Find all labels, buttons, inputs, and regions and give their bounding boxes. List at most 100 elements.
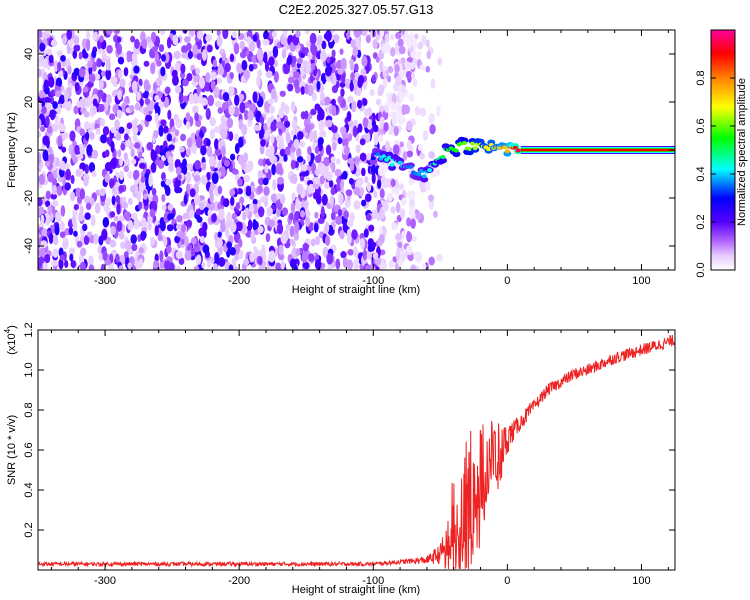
heatmap-cell <box>378 134 383 143</box>
heatmap-cell <box>410 72 416 79</box>
heatmap-cell <box>424 179 431 191</box>
heatmap-cell <box>355 167 361 177</box>
heatmap-cell <box>296 183 304 195</box>
heatmap-cell <box>228 264 234 270</box>
heatmap-cell <box>104 258 111 266</box>
heatmap-cell <box>313 222 319 233</box>
heatmap-cell <box>200 174 208 185</box>
heatmap-cell <box>233 106 240 117</box>
heatmap-cell <box>196 30 203 40</box>
heatmap-cell <box>134 102 140 111</box>
heatmap-cell <box>275 121 283 129</box>
heatmap-cell <box>349 63 355 71</box>
heatmap-cell <box>87 60 94 68</box>
heatmap-cell <box>405 70 413 79</box>
heatmap-cell <box>201 161 207 171</box>
heatmap-cell <box>228 85 235 97</box>
heatmap-cell <box>174 129 180 137</box>
heatmap-cell <box>246 36 252 45</box>
heatmap-cell <box>276 222 284 235</box>
heatmap-cell <box>84 212 91 220</box>
heatmap-cell <box>229 53 235 63</box>
heatmap-cell <box>243 166 249 174</box>
heatmap-cell <box>146 141 154 151</box>
heatmap-cell <box>365 213 372 221</box>
heatmap-cell <box>428 151 436 159</box>
heatmap-cell <box>361 199 367 207</box>
heatmap-cell <box>304 30 310 35</box>
heatmap-cell <box>221 52 227 61</box>
heatmap-cell <box>265 148 271 157</box>
heatmap-cell <box>74 81 80 92</box>
heatmap-cell <box>319 99 326 107</box>
heatmap-cell <box>200 145 207 156</box>
heatmap-cell <box>48 232 54 245</box>
heatmap-cell <box>56 50 63 57</box>
heatmap-cell <box>297 130 304 140</box>
heatmap-cell <box>207 94 215 107</box>
heatmap-cell <box>211 213 217 223</box>
heatmap-cell <box>274 262 282 270</box>
heatmap-cell <box>373 190 378 198</box>
heatmap-cell <box>357 123 363 133</box>
heatmap-cell <box>192 44 198 55</box>
heatmap-cell <box>207 209 212 218</box>
heatmap-signal-cell <box>419 169 425 174</box>
heatmap-cell <box>390 178 396 187</box>
heatmap-cell <box>309 32 317 45</box>
heatmap-cell <box>220 166 226 177</box>
heatmap-cell <box>86 144 93 157</box>
heatmap-cell <box>206 44 213 53</box>
heatmap-cell <box>264 61 270 72</box>
heatmap-cell <box>73 44 81 52</box>
heatmap-cell <box>353 187 361 196</box>
heatmap-cell <box>123 165 130 173</box>
heatmap-cell <box>310 63 316 71</box>
heatmap-cell <box>88 264 95 270</box>
heatmap-cell <box>318 108 325 121</box>
heatmap-cell <box>279 148 286 157</box>
heatmap-cell <box>335 215 343 225</box>
heatmap-signal-cell <box>453 148 459 153</box>
heatmap-cell <box>413 251 419 260</box>
heatmap-cell <box>320 72 327 85</box>
heatmap-cell <box>220 145 226 157</box>
heatmap-cell <box>40 214 45 225</box>
heatmap-cell <box>410 218 416 229</box>
heatmap-cell <box>371 74 376 83</box>
heatmap-cell <box>268 56 275 67</box>
heatmap-cell <box>280 232 288 245</box>
heatmap-cell <box>156 59 162 67</box>
heatmap-cell <box>285 131 291 144</box>
heatmap-cell <box>115 195 121 203</box>
y-tick-label: 40 <box>23 48 35 60</box>
heatmap-cell <box>319 164 326 176</box>
heatmap-cell <box>340 57 347 70</box>
heatmap-cell <box>110 225 116 236</box>
heatmap-cell <box>77 153 84 160</box>
heatmap-cell <box>337 137 343 145</box>
heatmap-cell <box>134 38 140 50</box>
heatmap-cell <box>289 175 295 184</box>
heatmap-cell <box>401 84 406 94</box>
heatmap-cell <box>330 156 336 163</box>
heatmap-cell <box>43 79 49 91</box>
heatmap-cell <box>79 128 86 137</box>
heatmap-cell <box>108 263 115 270</box>
heatmap-cell <box>406 245 413 254</box>
heatmap-cell <box>391 115 397 127</box>
heatmap-cell <box>47 146 53 154</box>
heatmap-cell <box>292 71 300 79</box>
heatmap-cell <box>186 137 193 148</box>
heatmap-cell <box>67 219 74 228</box>
heatmap-cell <box>180 133 187 142</box>
heatmap-cell <box>154 37 160 49</box>
heatmap-cell <box>388 260 394 268</box>
heatmap-cell <box>304 123 311 133</box>
heatmap-cell <box>54 224 60 236</box>
heatmap-cell <box>240 76 245 84</box>
heatmap-cell <box>118 231 125 240</box>
heatmap-cell <box>397 241 403 248</box>
heatmap-cell <box>185 148 192 157</box>
heatmap-cell <box>40 125 46 133</box>
